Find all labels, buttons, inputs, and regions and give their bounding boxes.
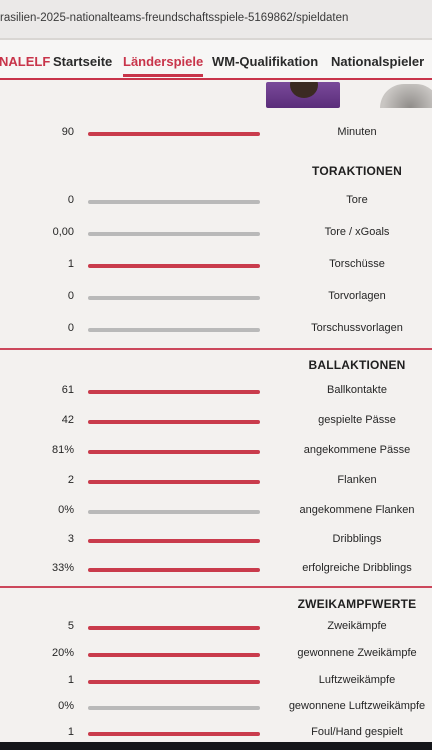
stat-row: 61 Ballkontakte xyxy=(0,382,432,402)
stat-label: angekommene Pässe xyxy=(303,444,411,456)
stat-value: 2 xyxy=(67,474,74,486)
stat-label: Torvorlagen xyxy=(328,290,386,302)
stat-row: 0,00 Tore / xGoals xyxy=(0,224,432,244)
stat-bar xyxy=(88,232,260,236)
section-title-toraktionen: TORAKTIONEN xyxy=(312,164,402,178)
player-photo[interactable] xyxy=(266,82,340,108)
stat-bar xyxy=(88,732,260,736)
stat-row: 33% erfolgreiche Dribblings xyxy=(0,560,432,580)
nav-nationalspieler[interactable]: Nationalspieler xyxy=(331,54,425,69)
stat-row: 2 Flanken xyxy=(0,472,432,492)
section-divider xyxy=(0,586,432,588)
stat-label: angekommene Flanken xyxy=(299,504,415,516)
stat-label: Flanken xyxy=(337,474,377,486)
nav-startseite[interactable]: Startseite xyxy=(53,54,113,69)
stat-row: 1 Torschüsse xyxy=(0,256,432,276)
stat-bar xyxy=(88,296,260,300)
stat-value: 0 xyxy=(67,290,74,302)
stat-label: Zweikämpfe xyxy=(327,620,387,632)
stat-bar xyxy=(88,653,260,657)
stat-value: 5 xyxy=(67,620,74,632)
nav-laenderspiele[interactable]: Länderspiele xyxy=(123,54,204,77)
stat-bar xyxy=(88,132,260,136)
stat-row: 20% gewonnene Zweikämpfe xyxy=(0,645,432,665)
nav-brand[interactable]: NALELF xyxy=(0,54,51,69)
stat-value: 0% xyxy=(58,700,74,712)
stat-value: 33% xyxy=(51,562,74,574)
stat-label: Luftzweikämpfe xyxy=(318,674,396,686)
stat-label: Dribblings xyxy=(332,533,382,545)
stat-label: Foul/Hand gespielt xyxy=(311,726,403,738)
stat-bar xyxy=(88,680,260,684)
stat-row: 0 Torschussvorlagen xyxy=(0,320,432,340)
url-text: rasilien-2025-nationalteams-freundschaft… xyxy=(0,12,349,24)
section-title-ballaktionen: BALLAKTIONEN xyxy=(308,358,406,372)
stat-label: erfolgreiche Dribblings xyxy=(302,562,412,574)
stat-value: 0% xyxy=(58,504,74,516)
stat-bar xyxy=(88,706,260,710)
stat-label: Torschüsse xyxy=(329,258,385,270)
main-nav: NALELF Startseite Länderspiele WM-Qualif… xyxy=(0,40,432,80)
stat-value: 1 xyxy=(67,726,74,738)
stat-row: 42 gespielte Pässe xyxy=(0,412,432,432)
stat-bar xyxy=(88,200,260,204)
stat-bar xyxy=(88,568,260,572)
stat-label: Ballkontakte xyxy=(327,384,387,396)
stat-row: 5 Zweikämpfe xyxy=(0,618,432,638)
stat-bar xyxy=(88,510,260,514)
stat-label: gespielte Pässe xyxy=(318,414,396,426)
opponent-photo[interactable] xyxy=(380,84,432,108)
stat-bar xyxy=(88,390,260,394)
monitor-bezel xyxy=(0,742,432,750)
stat-label: Torschussvorlagen xyxy=(311,322,403,334)
stat-label: Minuten xyxy=(337,126,377,138)
stat-value: 20% xyxy=(51,647,74,659)
stat-bar xyxy=(88,539,260,543)
stat-value: 61 xyxy=(61,384,74,396)
stat-bar xyxy=(88,626,260,630)
stat-row: 0 Torvorlagen xyxy=(0,288,432,308)
stat-row: 0% angekommene Flanken xyxy=(0,502,432,522)
stat-bar xyxy=(88,328,260,332)
stat-bar xyxy=(88,264,260,268)
stat-row-minutes: 90 Minuten xyxy=(0,124,432,144)
section-divider xyxy=(0,348,432,350)
stat-row: 3 Dribblings xyxy=(0,531,432,551)
stat-value: 42 xyxy=(61,414,74,426)
stat-row: 1 Luftzweikämpfe xyxy=(0,672,432,692)
stat-value: 0 xyxy=(67,194,74,206)
nav-wm-qualifikation[interactable]: WM-Qualifikation xyxy=(212,54,319,69)
stat-value: 1 xyxy=(67,258,74,270)
stat-value: 0,00 xyxy=(52,226,74,238)
section-title-zweikampfwerte: ZWEIKAMPFWERTE xyxy=(297,597,417,611)
stat-label: gewonnene Luftzweikämpfe xyxy=(288,700,426,712)
stat-row: 1 Foul/Hand gespielt xyxy=(0,724,432,744)
stat-label: Tore xyxy=(346,194,368,206)
address-bar[interactable]: rasilien-2025-nationalteams-freundschaft… xyxy=(0,0,432,40)
stat-value: 81% xyxy=(51,444,74,456)
stat-row: 81% angekommene Pässe xyxy=(0,442,432,462)
player-face xyxy=(290,82,318,98)
stat-bar xyxy=(88,450,260,454)
stat-bar xyxy=(88,420,260,424)
stat-label: gewonnene Zweikämpfe xyxy=(297,647,417,659)
stat-value: 3 xyxy=(67,533,74,545)
stat-bar xyxy=(88,480,260,484)
stat-row: 0% gewonnene Luftzweikämpfe xyxy=(0,698,432,718)
stat-label: Tore / xGoals xyxy=(324,226,390,238)
stat-row: 0 Tore xyxy=(0,192,432,212)
stat-value: 90 xyxy=(61,126,74,138)
stat-value: 1 xyxy=(67,674,74,686)
stat-value: 0 xyxy=(67,322,74,334)
